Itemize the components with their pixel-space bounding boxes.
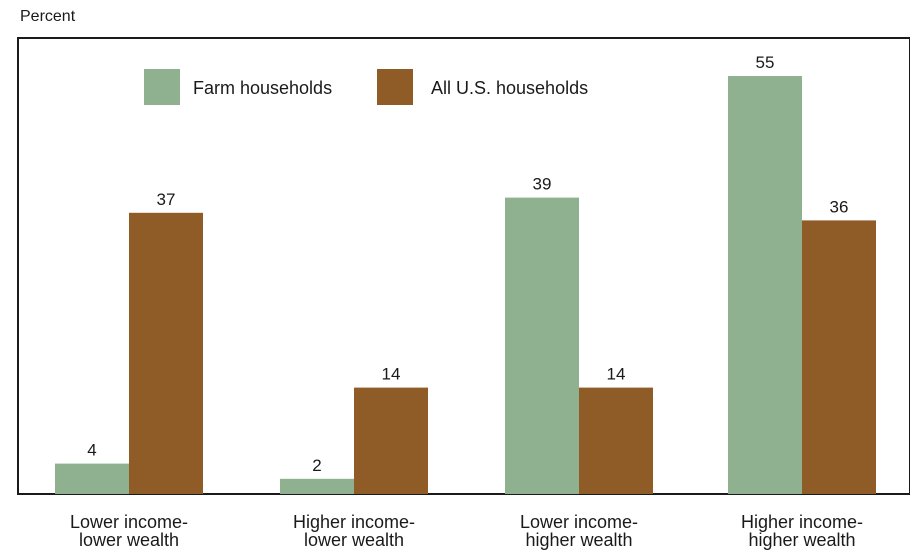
data-label: 36	[830, 197, 849, 216]
y-axis-unit-label: Percent	[20, 8, 76, 25]
bar-all-us-1	[354, 387, 428, 494]
category-label: lower wealth	[304, 530, 404, 550]
bar-farm-2	[505, 197, 579, 494]
category-label: Higher income-	[741, 512, 863, 532]
category-label: Lower income-	[70, 512, 188, 532]
bar-all-us-2	[579, 387, 653, 494]
legend: Farm households All U.S. households	[144, 69, 588, 105]
bar-all-us-0	[129, 212, 203, 495]
data-label: 39	[533, 175, 552, 194]
legend-label: All U.S. households	[431, 78, 588, 98]
plot-frame	[17, 37, 910, 495]
legend-swatch	[144, 69, 180, 105]
category-label: higher wealth	[748, 530, 855, 550]
bar-farm-3	[728, 76, 802, 494]
category-label: lower wealth	[79, 530, 179, 550]
bar-farm-0	[55, 463, 129, 494]
category-label: Lower income-	[520, 512, 638, 532]
data-label: 37	[157, 190, 176, 209]
legend-swatch	[377, 69, 413, 105]
bar-farm-1	[280, 478, 354, 494]
data-label: 14	[607, 365, 626, 384]
data-label: 2	[312, 456, 321, 475]
legend-label: Farm households	[193, 78, 332, 98]
bar-all-us-3	[802, 220, 876, 494]
data-label: 14	[382, 365, 401, 384]
bars-group: 4 2 39 55 37 14 14 36	[55, 53, 876, 495]
category-label: Higher income-	[293, 512, 415, 532]
category-label: higher wealth	[525, 530, 632, 550]
data-label: 4	[87, 441, 96, 460]
data-label: 55	[756, 53, 775, 72]
